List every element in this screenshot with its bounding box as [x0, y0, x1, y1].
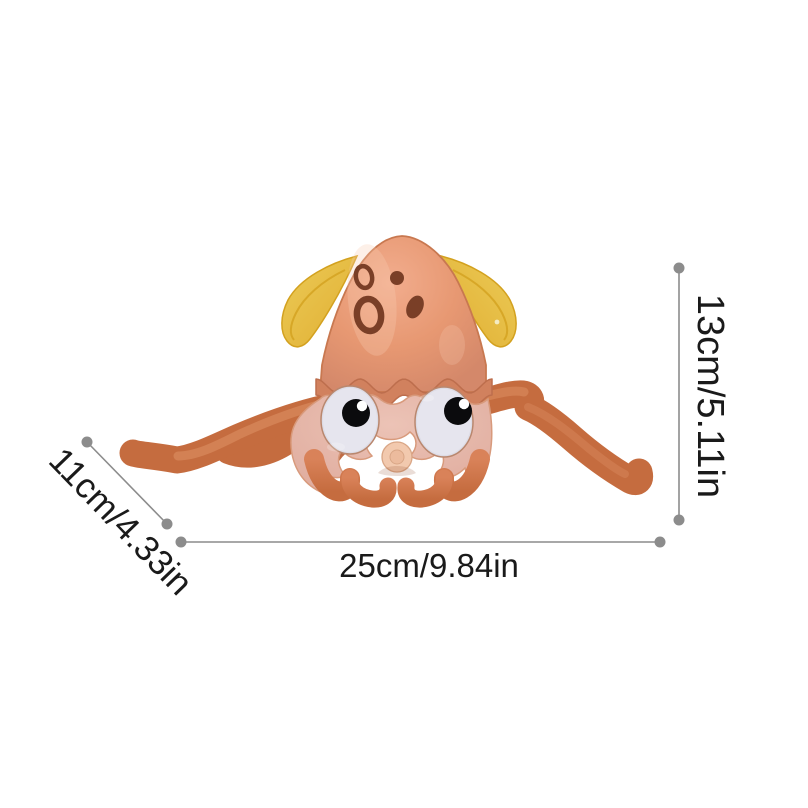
- svg-text:13cm/5.11in: 13cm/5.11in: [689, 294, 731, 498]
- svg-text:25cm/9.84in: 25cm/9.84in: [339, 547, 519, 584]
